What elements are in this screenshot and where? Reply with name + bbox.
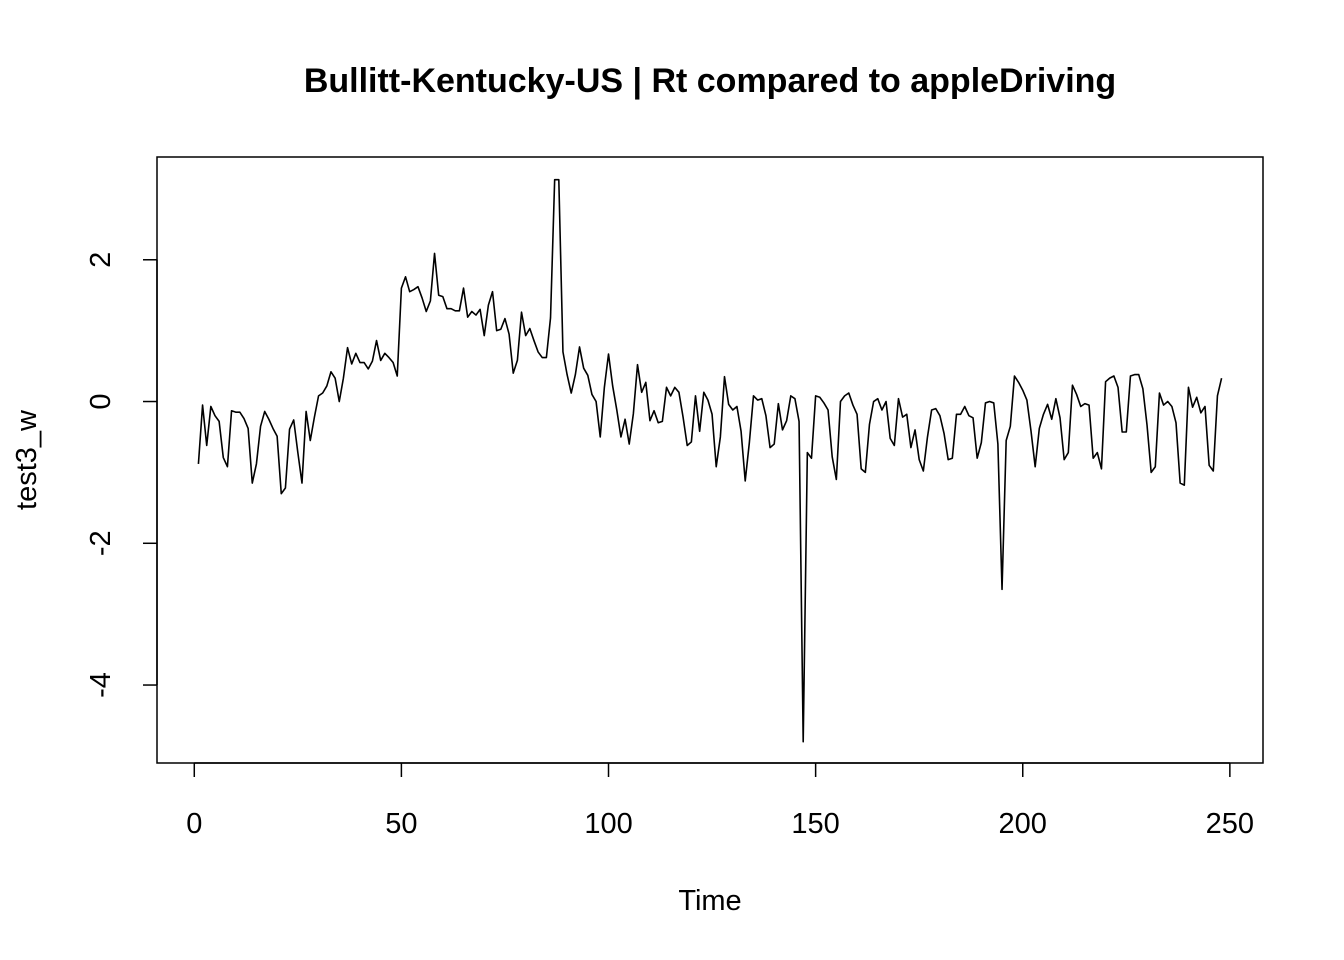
x-tick-label: 100 [584, 808, 632, 840]
y-tick-label: 0 [85, 393, 117, 409]
plot-frame [156, 156, 1264, 764]
y-axis-label: test3_w [11, 409, 43, 510]
y-axis-ticks: -4 -2 0 2 [85, 252, 157, 698]
y-tick-label: -4 [85, 672, 117, 698]
x-tick-label: 200 [999, 808, 1047, 840]
y-tick-label: -2 [85, 530, 117, 556]
x-tick-label: 250 [1206, 808, 1254, 840]
series-line [197, 178, 1223, 743]
x-tick-label: 50 [385, 808, 417, 840]
x-axis-label: Time [678, 885, 741, 917]
x-axis-ticks: 0 50 100 150 200 250 [186, 763, 1254, 840]
y-tick-label: 2 [85, 252, 117, 268]
x-tick-label: 150 [791, 808, 839, 840]
chart-title: Bullitt-Kentucky-US | Rt compared to app… [304, 62, 1116, 100]
x-tick-label: 0 [186, 808, 202, 840]
